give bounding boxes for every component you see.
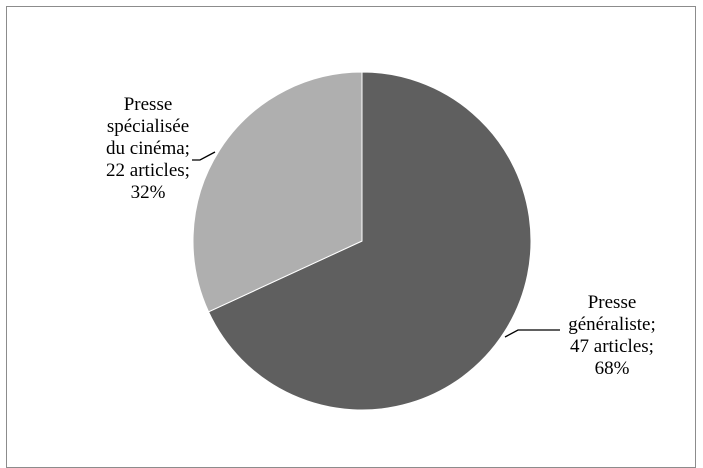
data-label-line: généraliste; <box>568 314 656 335</box>
data-labels: Presse généraliste; 47 articles; 68%Presse s… <box>106 94 656 379</box>
data-label-line: du cinéma; <box>106 138 190 159</box>
pie-slice-0 <box>207 71 532 411</box>
leader-line-0 <box>504 329 560 338</box>
data-label-line: Presse <box>124 94 173 115</box>
pie-slices <box>192 71 532 411</box>
data-label-line: Presse <box>588 292 637 313</box>
data-label-line: 68% <box>595 358 630 379</box>
leader-line-1 <box>192 151 216 161</box>
data-label-line: 47 articles; <box>570 336 654 357</box>
data-label-line: 32% <box>131 182 166 203</box>
data-label-line: spécialisée <box>107 116 189 137</box>
data-label-0: Presse généraliste; 47 articles; 68% <box>568 292 656 379</box>
leader-lines <box>192 151 560 338</box>
pie-slice-1 <box>192 71 363 313</box>
data-label-1: Presse spécialisée du cinéma; 22 articles; 3… <box>106 94 190 203</box>
data-label-line: 22 articles; <box>106 160 190 181</box>
